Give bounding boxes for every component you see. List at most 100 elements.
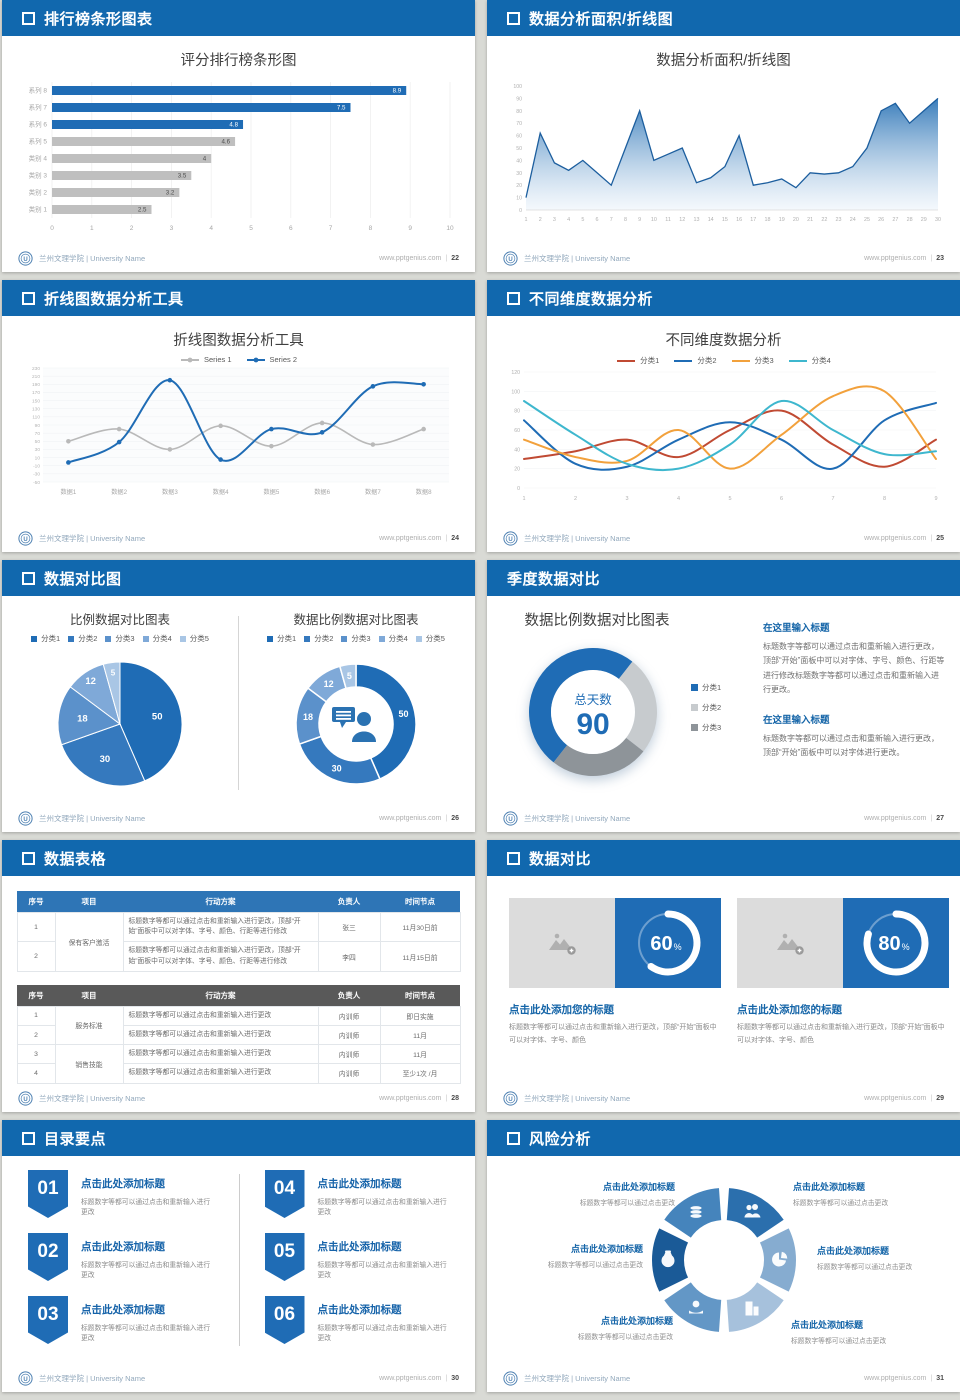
svg-text:-10: -10 (33, 464, 40, 470)
text-panel: 在这里输入标题 标题数字等都可以通过点击和重新输入进行更改，顶部“开始”面板中可… (763, 620, 945, 760)
svg-text:26: 26 (878, 217, 884, 223)
footer-page-number: 23 (936, 254, 944, 262)
svg-text:系列 7: 系列 7 (28, 103, 47, 112)
svg-text:24: 24 (849, 217, 855, 223)
pie-panel-right: 数据比例数据对比图表 分类1 分类2 分类3 分类4 分类5 50 30 18 12 5 (238, 596, 474, 804)
svg-text:50: 50 (34, 439, 40, 445)
svg-text:230: 230 (31, 366, 39, 372)
svg-text:U: U (508, 816, 512, 822)
multi-line-chart: 0 20 40 60 80 100 120 1 2 3 4 5 6 7 8 9 (511, 370, 937, 502)
people-icon (744, 1204, 761, 1218)
footer-site: www.pptgenius.com (864, 1374, 927, 1382)
svg-text:6: 6 (595, 217, 598, 223)
slide-header: 排行榜条形图表 (2, 0, 475, 36)
legend-item: 分类4 (788, 355, 831, 366)
risk-label-title: 点击此处添加标题 (817, 1246, 890, 1256)
slide-body: 序号 项目 行动方案 负责人 时间节点 1 保有客户激活 标题数字等都可以通过点击和重新输入进… (2, 876, 475, 1084)
svg-text:60: 60 (516, 134, 522, 140)
slide-four-series-line-chart: 不同维度数据分析 不同维度数据分析 分类1 分类2 分类3 分类4 0 20 40 60 80… (487, 280, 960, 552)
risk-label-text: 标题数字等都可以通过点击更改 (577, 1334, 673, 1341)
footer-site: www.pptgenius.com (864, 254, 927, 262)
risk-label: 点击此处添加标题 标题数字等都可以通过点击更改 (793, 1180, 960, 1207)
building-icon (745, 1301, 759, 1316)
add-image-icon (777, 933, 804, 955)
footer-site: www.pptgenius.com (379, 534, 442, 542)
svg-text:5: 5 (581, 217, 584, 223)
legend-swatch-icon (415, 635, 422, 642)
number-badge: 04 (264, 1170, 305, 1218)
svg-text:总天数: 总天数 (574, 692, 612, 707)
slide-footer: U 兰州文理学院 | University Name www.pptgenius.c… (487, 524, 960, 552)
square-bullet-icon (507, 291, 520, 305)
legend-item: 分类3 (105, 633, 135, 644)
legend-marker-icon (246, 357, 265, 362)
legend-label: 分类4 (152, 634, 172, 643)
number-badge: 06 (264, 1296, 305, 1344)
svg-text:22: 22 (821, 217, 827, 223)
legend-swatch-icon (68, 635, 75, 642)
footer-site: www.pptgenius.com (379, 254, 442, 262)
toc-panel: 01 点击此处添加标题 标题数字等都可以通过点击和重新输入进行更改 04 点击此处添加标… (2, 1156, 475, 1364)
svg-text:2.5: 2.5 (137, 207, 146, 214)
table-row: 1 服务标准 标题数字等都可以通过点击和重新输入进行更改 内训师 即日实施 (16, 1005, 461, 1046)
svg-text:30: 30 (935, 217, 941, 223)
legend-label: 分类1 (277, 634, 297, 643)
slide-header: 折线图数据分析工具 (2, 280, 475, 316)
svg-text:13: 13 (693, 217, 699, 223)
svg-text:18: 18 (77, 713, 88, 724)
footer-separator: | (930, 1094, 933, 1102)
slide-header: 风险分析 (487, 1120, 960, 1156)
cell-action: 标题数字等都可以通过点击和重新输入进行更改，顶部“开始”面板中可以对字体、字号、… (122, 911, 319, 943)
slide-header-title: 排行榜条形图表 (44, 10, 153, 28)
progress-card: 60% 点击此处添加您的标题 标题数字等都可以通过点击和重新输入进行更改，顶部“开始… (509, 898, 721, 1047)
table-column-header: 行动方案 (123, 984, 318, 1007)
slide-progress-comparison: 数据对比 60% 点击此处添加您的标题 标题数字等都可以通过点击和重新输入进行更改，… (487, 840, 960, 1112)
toc-text: 点击此处添加标题 标题数字等都可以通过点击和重新输入进行更改 (81, 1296, 213, 1342)
table-row: 2 标题数字等都可以通过点击和重新输入进行更改，顶部“开始”面板中可以对字体、字号… (16, 941, 461, 972)
legend-swatch-icon (31, 635, 38, 642)
slide-header: 数据表格 (2, 840, 475, 876)
legend-item: 分类1 (31, 633, 60, 644)
toc-text: 点击此处添加标题 标题数字等都可以通过点击和重新输入进行更改 (318, 1170, 450, 1216)
svg-text:40: 40 (514, 447, 520, 453)
svg-text:4: 4 (202, 156, 206, 163)
table-row: 3 销售技能 标题数字等都可以通过点击和重新输入进行更改 内训师 11月 (16, 1044, 461, 1084)
svg-text:U: U (23, 256, 27, 262)
university-seal-logo: U (503, 810, 518, 826)
chart-title: 数据比例数据对比图表 (293, 613, 419, 627)
card-text: 标题数字等都可以通过点击和重新输入进行更改，顶部“开始”面板中可以对字体、字号、… (737, 1024, 945, 1044)
legend-label: 分类1 (41, 634, 61, 643)
toc-item-subtitle: 标题数字等都可以通过点击和重新输入进行更改 (81, 1262, 211, 1279)
footer-site: www.pptgenius.com (379, 814, 442, 822)
cell-project: 销售技能 (54, 1044, 124, 1084)
svg-text:80: 80 (516, 109, 522, 115)
image-placeholder (737, 898, 843, 988)
svg-text:12: 12 (324, 679, 334, 689)
slide-body: 01 点击此处添加标题 标题数字等都可以通过点击和重新输入进行更改 04 点击此处添加标… (2, 1156, 475, 1364)
cell-time: 11月15日前 (379, 941, 461, 972)
square-bullet-icon (507, 851, 520, 865)
table-column-header: 序号 (17, 891, 55, 913)
block-heading: 在这里输入标题 (763, 623, 830, 634)
legend-label: 分类2 (702, 703, 722, 712)
chart-title: 数据比例数据对比图表 (524, 613, 670, 629)
chart-legend: Series 1 Series 2 (2, 355, 475, 364)
toc-item-subtitle: 标题数字等都可以通过点击和重新输入进行更改 (81, 1199, 211, 1216)
toc-item-title: 点击此处添加标题 (317, 1304, 402, 1316)
toc-item: 06 点击此处添加标题 标题数字等都可以通过点击和重新输入进行更改 (264, 1296, 450, 1344)
progress-ring: 80% (863, 910, 929, 976)
svg-text:120: 120 (511, 370, 520, 376)
pie-chart: 50 30 18 12 5 (57, 661, 183, 787)
slide-footer: U 兰州文理学院 | University Name www.pptgenius.c… (2, 244, 475, 272)
legend-label: Series 1 (203, 355, 232, 364)
svg-text:2: 2 (538, 217, 541, 223)
footer-site: www.pptgenius.com (864, 814, 927, 822)
svg-text:12: 12 (679, 217, 685, 223)
slide-header-title: 目录要点 (44, 1130, 107, 1148)
svg-text:10: 10 (516, 196, 522, 202)
footer-brand: 兰州文理学院 | University Name (524, 253, 631, 263)
toc-item-subtitle: 标题数字等都可以通过点击和重新输入进行更改 (317, 1199, 447, 1216)
svg-text:U: U (508, 256, 512, 262)
progress-square: 80% (843, 898, 949, 988)
